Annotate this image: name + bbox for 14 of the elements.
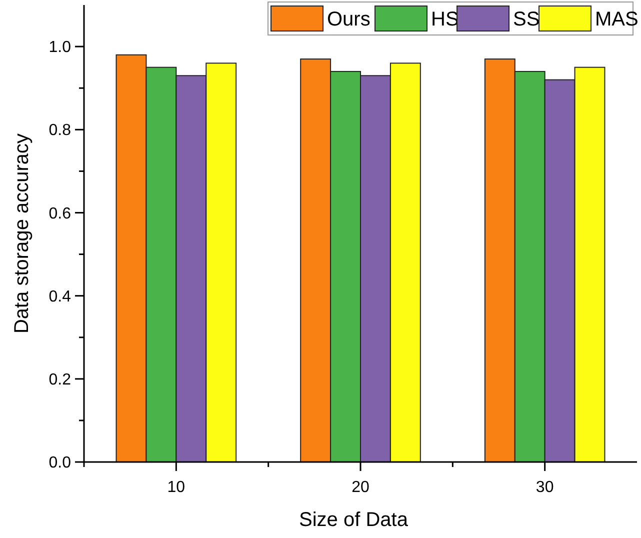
legend-label: Ours <box>327 8 370 30</box>
x-axis-title: Size of Data <box>299 509 409 531</box>
x-tick-label: 30 <box>536 479 554 496</box>
y-axis-title: Data storage accuracy <box>11 133 33 334</box>
x-tick-label: 10 <box>167 479 186 496</box>
y-tick-label: 0.2 <box>48 372 72 389</box>
y-tick-label: 0.8 <box>48 122 72 140</box>
legend-label: SS <box>513 8 540 30</box>
y-tick-label: 1.0 <box>48 39 72 56</box>
x-tick-label: 20 <box>352 479 370 496</box>
y-tick-label: 0.6 <box>48 205 72 222</box>
y-tick-label: 0.0 <box>48 454 72 472</box>
y-tick-label: 0.4 <box>48 288 72 306</box>
legend-label: MAS <box>595 8 638 30</box>
